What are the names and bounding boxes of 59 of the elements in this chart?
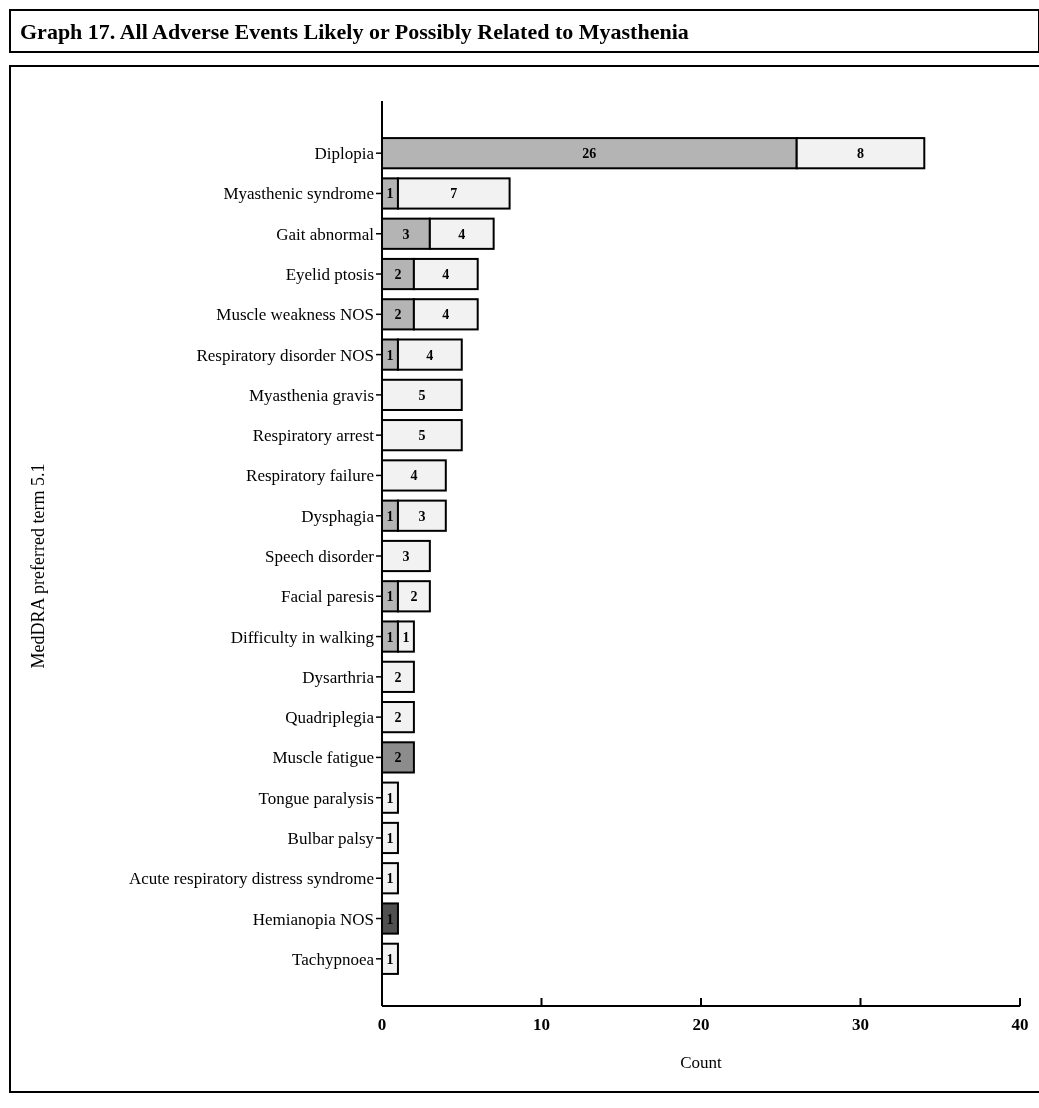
y-tick-label: Speech disorder bbox=[264, 547, 375, 566]
data-label: 1 bbox=[386, 790, 394, 806]
y-axis-title: MedDRA preferred term 5.1 bbox=[28, 463, 48, 669]
data-label: 4 bbox=[426, 347, 434, 363]
data-label: 1 bbox=[386, 186, 394, 202]
x-tick-label: 0 bbox=[377, 1015, 387, 1034]
y-tick-label: Myasthenic syndrome bbox=[223, 184, 374, 204]
data-label: 2 bbox=[394, 307, 402, 323]
y-tick-label: Tongue paralysis bbox=[258, 788, 374, 808]
y-tick-label: Muscle fatigue bbox=[272, 748, 374, 768]
data-label: 5 bbox=[418, 428, 426, 444]
data-label: 8 bbox=[857, 146, 864, 162]
data-label: 1 bbox=[386, 347, 394, 363]
data-label: 5 bbox=[418, 387, 426, 403]
data-label: 2 bbox=[394, 267, 402, 283]
x-axis-title: Count bbox=[680, 1053, 723, 1072]
y-tick-label: Dysphagia bbox=[301, 506, 375, 526]
data-label: 26 bbox=[582, 146, 597, 162]
y-tick-label: Difficulty in walking bbox=[230, 627, 375, 647]
data-label: 1 bbox=[402, 629, 410, 645]
y-tick-label: Eyelid ptosis bbox=[285, 265, 374, 285]
x-tick-label: 20 bbox=[692, 1015, 710, 1034]
data-label: 3 bbox=[418, 508, 426, 524]
y-tick-label: Diplopia bbox=[314, 144, 375, 164]
data-label: 1 bbox=[386, 871, 394, 887]
y-tick-label: Respiratory failure bbox=[246, 466, 374, 486]
chart-title: Graph 17. All Adverse Events Likely or Possibly Related to Myasthenia bbox=[20, 19, 689, 44]
y-tick-label: Tachypnoea bbox=[292, 949, 375, 969]
data-label: 2 bbox=[410, 589, 418, 605]
data-label: 2 bbox=[394, 710, 402, 726]
x-tick-label: 40 bbox=[1011, 1015, 1029, 1034]
data-label: 4 bbox=[442, 307, 450, 323]
data-label: 3 bbox=[402, 226, 410, 242]
data-label: 4 bbox=[442, 267, 450, 283]
data-label: 7 bbox=[450, 186, 458, 202]
data-label: 3 bbox=[402, 549, 410, 564]
y-tick-label: Muscle weakness NOS bbox=[216, 305, 374, 325]
data-label: 2 bbox=[394, 669, 402, 685]
y-tick-label: Hemianopia NOS bbox=[252, 909, 374, 929]
data-label: 1 bbox=[386, 830, 394, 846]
data-label: 1 bbox=[386, 951, 394, 967]
y-tick-label: Dysarthria bbox=[302, 667, 375, 687]
data-label: 2 bbox=[394, 750, 402, 766]
y-tick-label: Respiratory disorder NOS bbox=[196, 345, 374, 365]
y-tick-label: Gait abnormal bbox=[276, 224, 375, 244]
y-tick-label: Facial paresis bbox=[281, 587, 374, 607]
y-tick-label: Bulbar palsy bbox=[287, 828, 375, 848]
y-tick-label: Acute respiratory distress syndrome bbox=[128, 869, 374, 889]
x-tick-label: 30 bbox=[852, 1015, 869, 1034]
data-label: 1 bbox=[386, 629, 394, 645]
x-tick-label: 10 bbox=[533, 1015, 550, 1034]
data-label: 1 bbox=[386, 508, 394, 524]
data-label: 4 bbox=[410, 468, 418, 484]
y-tick-label: Myasthenia gravis bbox=[248, 385, 374, 405]
y-tick-label: Respiratory arrest bbox=[252, 426, 375, 446]
y-tick-label: Quadriplegia bbox=[285, 708, 375, 728]
data-label: 1 bbox=[386, 911, 394, 927]
data-label: 4 bbox=[458, 226, 466, 242]
data-label: 1 bbox=[386, 589, 394, 605]
